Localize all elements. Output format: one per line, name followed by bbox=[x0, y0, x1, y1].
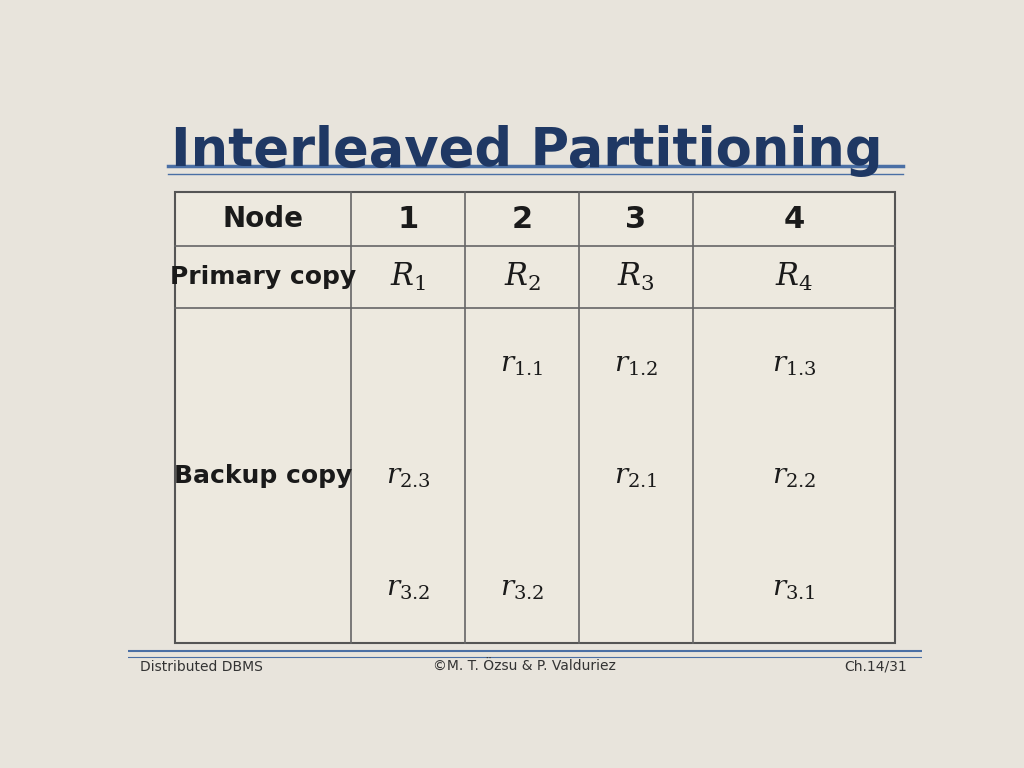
Text: $r_{3.2}$: $r_{3.2}$ bbox=[386, 574, 430, 601]
Text: 4: 4 bbox=[783, 205, 805, 233]
Text: 3: 3 bbox=[626, 205, 646, 233]
Text: Interleaved Partitioning: Interleaved Partitioning bbox=[171, 125, 883, 177]
Text: Ch.14/31: Ch.14/31 bbox=[844, 660, 907, 674]
Text: Backup copy: Backup copy bbox=[174, 464, 352, 488]
Text: $r_{1.1}$: $r_{1.1}$ bbox=[501, 349, 544, 378]
Text: ©M. T. Özsu & P. Valduriez: ©M. T. Özsu & P. Valduriez bbox=[433, 660, 616, 674]
Text: $r_{2.1}$: $r_{2.1}$ bbox=[614, 462, 657, 490]
Text: $r_{3.2}$: $r_{3.2}$ bbox=[500, 574, 544, 601]
Text: 1: 1 bbox=[397, 205, 419, 233]
Text: $r_{1.3}$: $r_{1.3}$ bbox=[772, 349, 816, 378]
Text: Primary copy: Primary copy bbox=[170, 265, 356, 289]
Text: Node: Node bbox=[222, 205, 303, 233]
Text: $r_{3.1}$: $r_{3.1}$ bbox=[772, 574, 816, 601]
Text: $r_{2.3}$: $r_{2.3}$ bbox=[386, 462, 430, 490]
Text: $R_4$: $R_4$ bbox=[775, 261, 813, 293]
Text: $r_{2.2}$: $r_{2.2}$ bbox=[772, 462, 816, 490]
Text: Distributed DBMS: Distributed DBMS bbox=[139, 660, 262, 674]
Text: 2: 2 bbox=[512, 205, 532, 233]
Text: $R_2$: $R_2$ bbox=[504, 261, 541, 293]
Text: $R_1$: $R_1$ bbox=[390, 261, 426, 293]
Text: $r_{1.2}$: $r_{1.2}$ bbox=[614, 349, 657, 378]
Text: $R_3$: $R_3$ bbox=[617, 261, 654, 293]
FancyBboxPatch shape bbox=[174, 192, 895, 644]
